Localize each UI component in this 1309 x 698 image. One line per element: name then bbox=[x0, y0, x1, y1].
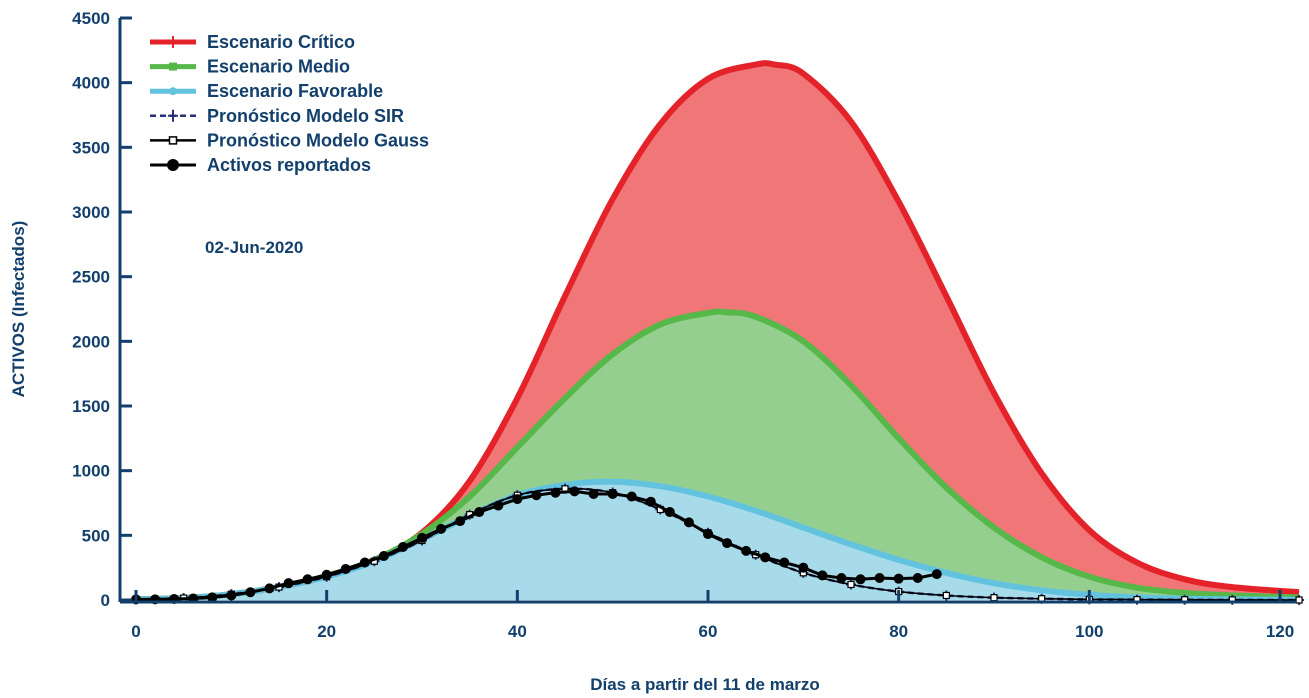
legend-marker bbox=[169, 62, 177, 71]
y-tick-label: 1000 bbox=[72, 462, 110, 481]
reported-point bbox=[359, 557, 370, 568]
reported-point bbox=[245, 587, 256, 598]
x-tick-label: 60 bbox=[699, 622, 718, 641]
gauss-point bbox=[990, 594, 998, 602]
reported-point bbox=[512, 494, 523, 505]
gauss-point bbox=[847, 580, 855, 589]
reported-point bbox=[836, 573, 847, 584]
y-tick-label: 4000 bbox=[72, 74, 110, 93]
x-tick-label: 100 bbox=[1075, 622, 1103, 641]
legend-label: Pronóstico Modelo Gauss bbox=[207, 130, 429, 150]
reported-point bbox=[855, 574, 866, 585]
legend-marker bbox=[168, 109, 178, 122]
legend-marker bbox=[168, 136, 178, 145]
reported-point bbox=[569, 486, 580, 497]
y-tick-label: 2500 bbox=[72, 268, 110, 287]
reported-point bbox=[722, 538, 733, 549]
x-tick-label: 20 bbox=[317, 622, 336, 641]
legend-label: Escenario Favorable bbox=[207, 81, 383, 101]
reported-point bbox=[455, 516, 466, 527]
reported-point bbox=[703, 529, 713, 540]
reported-point bbox=[931, 569, 942, 580]
reported-point bbox=[207, 592, 218, 603]
y-tick-label: 3500 bbox=[72, 138, 110, 157]
reported-point bbox=[531, 490, 542, 501]
y-tick-label: 4500 bbox=[72, 9, 110, 28]
reported-point bbox=[588, 488, 599, 499]
reported-point bbox=[302, 574, 313, 585]
gauss-point bbox=[942, 591, 950, 600]
reported-point bbox=[397, 541, 408, 552]
reported-point bbox=[607, 488, 618, 499]
x-tick-label: 120 bbox=[1266, 622, 1294, 641]
reported-point bbox=[645, 496, 656, 507]
legend-label: Pronóstico Modelo SIR bbox=[207, 106, 404, 126]
reported-point bbox=[321, 569, 332, 580]
reported-point bbox=[626, 491, 637, 502]
reported-point bbox=[264, 583, 275, 594]
y-tick-label: 3000 bbox=[72, 203, 110, 222]
reported-point bbox=[817, 570, 828, 581]
legend-marker bbox=[168, 36, 178, 48]
y-tick-label: 500 bbox=[82, 526, 110, 545]
reported-point bbox=[912, 573, 923, 584]
reported-point bbox=[226, 590, 237, 601]
y-ticks: 0 500 1000 1500 2000 2500 3000 3500 4000 4500 bbox=[72, 9, 132, 610]
reported-point bbox=[474, 507, 485, 518]
date-annotation: 02-Jun-2020 bbox=[205, 238, 303, 257]
y-tick-label: 2000 bbox=[72, 332, 110, 351]
area-fills bbox=[136, 63, 1300, 600]
reported-point bbox=[378, 551, 389, 562]
legend-label: Escenario Crítico bbox=[207, 32, 355, 52]
y-axis-title: ACTIVOS (Infectados) bbox=[9, 221, 28, 398]
reported-point bbox=[760, 552, 771, 563]
reported-point bbox=[779, 557, 790, 568]
area-fill-2 bbox=[136, 311, 1300, 600]
gauss-point bbox=[1295, 596, 1303, 604]
x-ticks: 0 20 40 60 80 100 120 bbox=[131, 590, 1294, 641]
x-tick-label: 40 bbox=[508, 622, 527, 641]
y-tick-label: 0 bbox=[101, 591, 110, 610]
legend: Escenario Crítico Escenario Medio Escenari… bbox=[150, 32, 429, 175]
reported-point bbox=[436, 523, 447, 534]
legend-label: Activos reportados bbox=[207, 155, 371, 175]
reported-point bbox=[417, 532, 427, 543]
reported-point bbox=[340, 563, 351, 574]
x-tick-label: 0 bbox=[131, 622, 140, 641]
reported-point bbox=[874, 573, 885, 584]
x-tick-label: 80 bbox=[889, 622, 908, 641]
legend-marker bbox=[167, 159, 179, 171]
reported-point bbox=[550, 487, 561, 498]
reported-point bbox=[798, 562, 809, 573]
y-tick-label: 1500 bbox=[72, 397, 110, 416]
legend-marker bbox=[169, 87, 177, 96]
reported-point bbox=[741, 545, 752, 556]
area-fill-3 bbox=[136, 481, 1300, 600]
reported-point bbox=[893, 573, 904, 584]
legend-label: Escenario Medio bbox=[207, 57, 350, 77]
reported-point bbox=[283, 578, 294, 589]
reported-point bbox=[493, 500, 504, 511]
x-axis-title: Días a partir del 11 de marzo bbox=[590, 675, 820, 694]
reported-point bbox=[683, 517, 694, 528]
reported-point bbox=[664, 507, 675, 518]
